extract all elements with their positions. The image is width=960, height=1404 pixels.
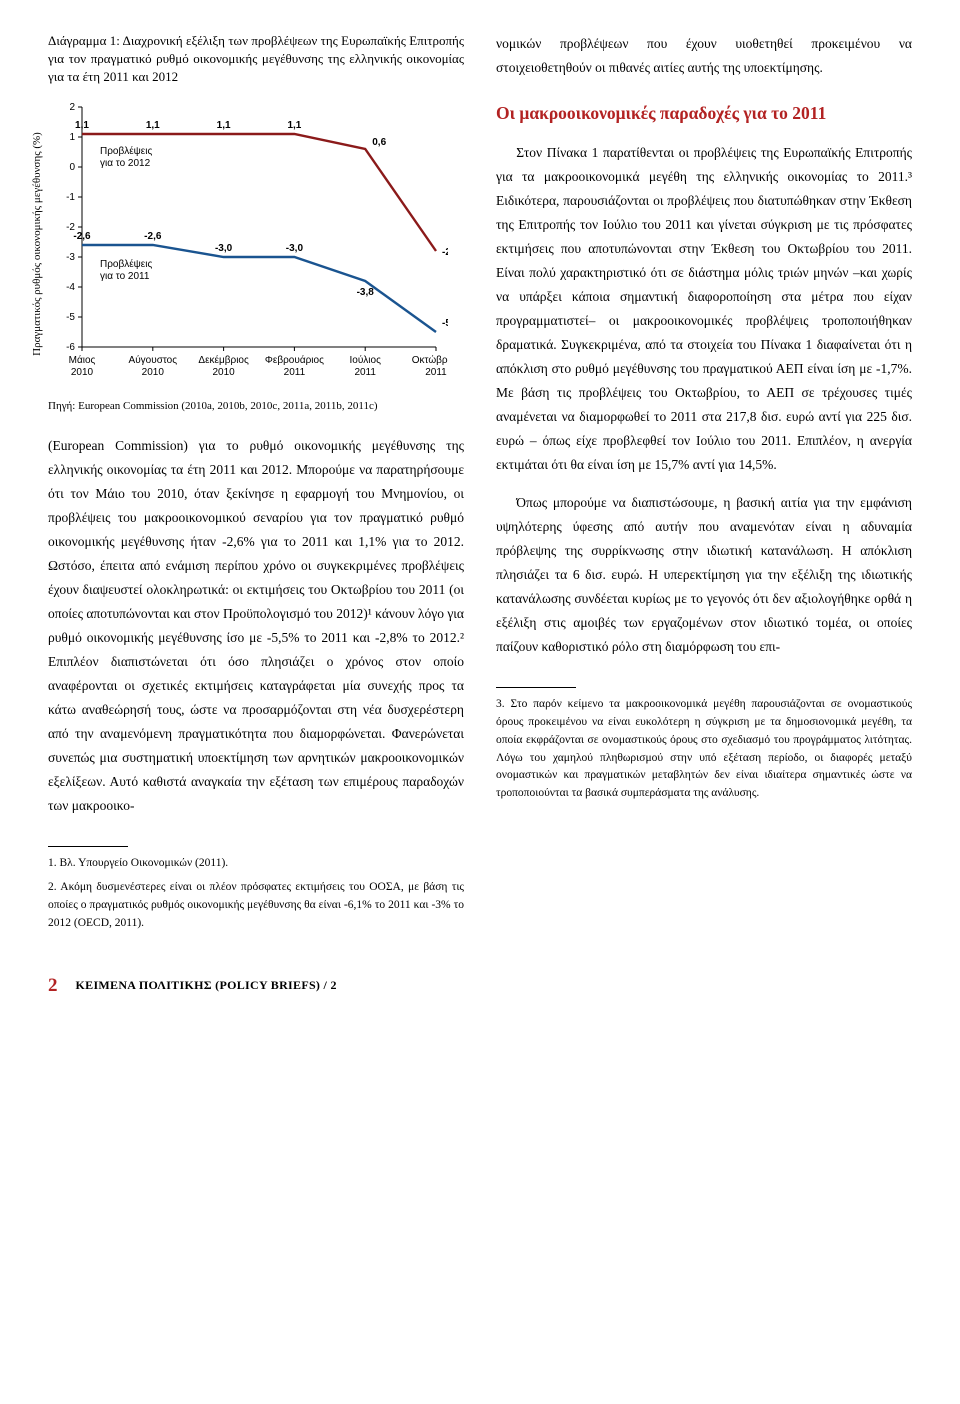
svg-text:Προβλέψεις: Προβλέψεις: [100, 145, 152, 157]
svg-text:Οκτώβριος: Οκτώβριος: [412, 354, 448, 366]
right-paragraph-2: Όπως μπορούμε να διαπιστώσουμε, η βασική…: [496, 491, 912, 659]
right-paragraph-1: Στον Πίνακα 1 παρατίθενται οι προβλέψεις…: [496, 141, 912, 477]
svg-text:-2,6: -2,6: [144, 231, 162, 242]
svg-text:1,1: 1,1: [217, 120, 231, 131]
figure-source: Πηγή: European Commission (2010a, 2010b,…: [48, 397, 464, 417]
svg-text:0,6: 0,6: [372, 137, 386, 148]
page-footer: 2 ΚΕΙΜΕΝΑ ΠΟΛΙΤΙΚΗΣ (POLICY BRIEFS) / 2: [48, 975, 912, 997]
svg-text:-3: -3: [66, 252, 75, 263]
svg-text:2: 2: [69, 102, 75, 113]
footnote-3: 3. Στο παρόν κείμενο τα μακροοικονομικά …: [496, 696, 912, 803]
svg-text:1,1: 1,1: [146, 120, 160, 131]
svg-text:2010: 2010: [142, 367, 165, 378]
svg-text:2011: 2011: [425, 367, 447, 378]
line-chart: 210-1-2-3-4-5-6Μάιος2010Αύγουστος2010Δεκ…: [48, 99, 448, 389]
chart-container: Πραγματικός ρυθμός οικονομικής μεγέθυνση…: [48, 99, 464, 389]
svg-text:Ιούλιος: Ιούλιος: [349, 354, 381, 366]
right-paragraph-top: νομικών προβλέψεων που έχουν υιοθετηθεί …: [496, 32, 912, 80]
svg-text:-4: -4: [66, 282, 75, 293]
svg-text:για το 2012: για το 2012: [100, 158, 151, 169]
svg-text:2010: 2010: [71, 367, 94, 378]
page-number: 2: [48, 975, 58, 997]
svg-text:2011: 2011: [284, 367, 306, 378]
svg-text:-5: -5: [66, 312, 75, 323]
svg-text:Φεβρουάριος: Φεβρουάριος: [265, 354, 324, 366]
svg-text:-3,0: -3,0: [286, 243, 304, 254]
svg-text:Μάιος: Μάιος: [69, 354, 96, 366]
svg-text:1: 1: [69, 132, 75, 143]
svg-text:-6: -6: [66, 342, 75, 353]
svg-text:Προβλέψεις: Προβλέψεις: [100, 258, 152, 270]
svg-text:-5,5: -5,5: [442, 318, 448, 329]
y-axis-label: Πραγματικός ρυθμός οικονομικής μεγέθυνση…: [28, 132, 48, 356]
footnote-1: 1. Βλ. Υπουργείο Οικονομικών (2011).: [48, 855, 464, 873]
footnote-2: 2. Ακόμη δυσμενέστερες είναι οι πλέον πρ…: [48, 879, 464, 932]
svg-text:-3,0: -3,0: [215, 243, 233, 254]
svg-text:-3,8: -3,8: [357, 287, 375, 298]
right-column: νομικών προβλέψεων που έχουν υιοθετηθεί …: [496, 32, 912, 939]
svg-text:Αύγουστος: Αύγουστος: [129, 354, 178, 366]
svg-text:2011: 2011: [354, 367, 376, 378]
svg-text:1,1: 1,1: [287, 120, 301, 131]
svg-text:-1: -1: [66, 192, 75, 203]
left-paragraph-1: (European Commission) για το ρυθμό οικον…: [48, 434, 464, 818]
left-column: Διάγραμμα 1: Διαχρονική εξέλιξη των προβ…: [48, 32, 464, 939]
footnote-separator-right: [496, 687, 576, 688]
footnote-separator: [48, 846, 128, 847]
svg-text:Δεκέμβριος: Δεκέμβριος: [198, 354, 249, 366]
footer-label: ΚΕΙΜΕΝΑ ΠΟΛΙΤΙΚΗΣ (POLICY BRIEFS) / 2: [76, 978, 337, 993]
figure-1: Διάγραμμα 1: Διαχρονική εξέλιξη των προβ…: [48, 32, 464, 416]
svg-text:-2,6: -2,6: [73, 231, 91, 242]
two-column-layout: Διάγραμμα 1: Διαχρονική εξέλιξη των προβ…: [48, 32, 912, 939]
svg-text:0: 0: [69, 162, 75, 173]
svg-text:-2,8: -2,8: [442, 247, 448, 258]
svg-text:για το 2011: για το 2011: [100, 271, 150, 282]
section-heading: Οι μακροοικονομικές παραδοχές για το 201…: [496, 102, 912, 125]
svg-text:2010: 2010: [212, 367, 235, 378]
svg-text:1,1: 1,1: [75, 120, 89, 131]
figure-caption: Διάγραμμα 1: Διαχρονική εξέλιξη των προβ…: [48, 32, 464, 87]
